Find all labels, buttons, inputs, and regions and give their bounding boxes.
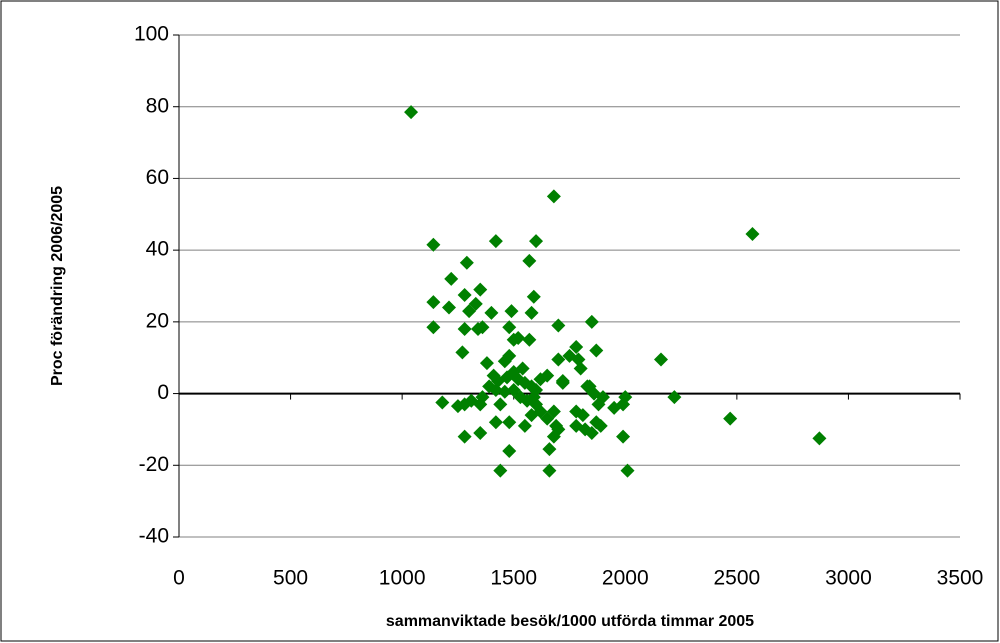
y-tick-label: 0 [157,381,169,404]
point [457,429,472,444]
point [526,289,541,304]
point [473,282,488,297]
y-tick-label: 20 [146,309,169,332]
point [450,399,465,414]
x-tick-label: 3000 [825,567,872,590]
point [426,237,441,252]
point [584,314,599,329]
point [493,463,508,478]
y-tick-label: 60 [146,166,169,189]
point [488,234,503,249]
point [497,354,512,369]
point [404,105,419,120]
point [444,271,459,286]
point [473,426,488,441]
point [484,305,499,320]
point [502,320,517,335]
point [442,300,457,315]
point [488,415,503,430]
x-tick-label: 2000 [602,567,649,590]
y-tick-label: 100 [134,23,169,46]
x-tick-label: 1000 [379,567,426,590]
point [459,255,474,270]
point [529,397,544,412]
point [546,404,561,419]
point [457,322,472,337]
point [618,390,633,405]
point [745,227,760,242]
point [522,253,537,268]
point [555,375,570,390]
point [542,442,557,457]
point [569,339,584,354]
point [493,397,508,412]
point [653,352,668,367]
point [468,296,483,311]
point [584,426,599,441]
x-tick-label: 3500 [937,567,984,590]
point [473,397,488,412]
point [435,395,450,410]
point [575,408,590,423]
point [667,390,682,405]
point [542,463,557,478]
point [426,320,441,335]
point [517,418,532,433]
point [524,305,539,320]
point [595,390,610,405]
point [479,356,494,371]
y-axis-title: Proc förändring 2006/2005 [49,186,66,386]
point [506,332,521,347]
point [580,379,595,394]
point [497,384,512,399]
point [504,304,519,319]
y-tick-label: 40 [146,238,169,261]
point [455,345,470,360]
point [573,361,588,376]
point [522,332,537,347]
point [723,411,738,426]
point [546,189,561,204]
point [620,463,635,478]
point [812,431,827,446]
point [551,422,566,437]
x-tick-label: 2500 [713,567,760,590]
y-tick-label: -40 [139,525,169,548]
point [589,343,604,358]
point [616,429,631,444]
point [500,370,515,385]
point [502,415,517,430]
point [502,443,517,458]
point [426,295,441,310]
x-tick-label: 1500 [490,567,537,590]
point [551,352,566,367]
point [457,287,472,302]
point [540,368,555,383]
x-axis-title: sammanviktade besök/1000 utförda timmar … [386,613,754,630]
x-tick-label: 500 [273,567,308,590]
x-tick-label: 0 [173,567,185,590]
point [488,382,503,397]
y-tick-label: -20 [139,453,169,476]
point [529,234,544,249]
y-tick-label: 80 [146,94,169,117]
point [593,418,608,433]
point [551,318,566,333]
point [475,320,490,335]
